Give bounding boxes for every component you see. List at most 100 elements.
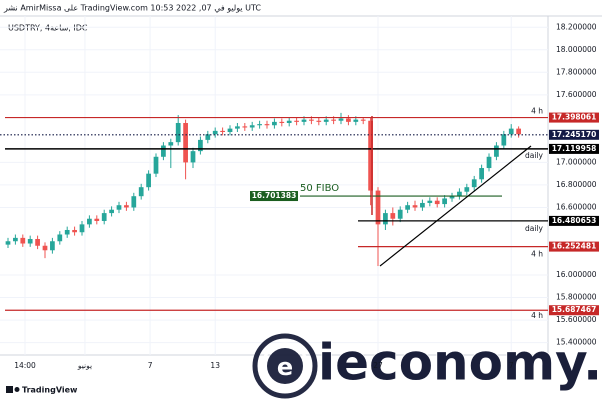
candle-body bbox=[20, 237, 26, 244]
candle-body bbox=[205, 134, 211, 140]
candle-body bbox=[471, 179, 477, 188]
candle-body bbox=[168, 142, 174, 146]
price-label-box bbox=[549, 305, 599, 316]
candle-body bbox=[420, 202, 425, 208]
candle-body bbox=[501, 134, 507, 146]
price-label-box bbox=[549, 241, 599, 252]
candle-body bbox=[390, 213, 396, 219]
watermark-logo: e bbox=[252, 333, 318, 399]
candle-body bbox=[405, 205, 410, 210]
candle-body bbox=[124, 205, 129, 208]
level-note: 50 FIBO bbox=[300, 183, 339, 194]
candle-body bbox=[449, 196, 455, 199]
price-label: 16.252481 bbox=[552, 242, 597, 251]
candle-body bbox=[257, 124, 262, 126]
price-label: 15.687467 bbox=[552, 305, 597, 314]
candle-body bbox=[87, 218, 92, 225]
candle-body bbox=[212, 130, 218, 135]
candle-body bbox=[242, 126, 248, 128]
y-tick-label: 18.200000 bbox=[556, 22, 597, 31]
candle-body bbox=[249, 125, 255, 128]
candle-body bbox=[486, 156, 492, 169]
candle-body bbox=[434, 200, 440, 205]
x-tick-label: 7 bbox=[509, 361, 514, 370]
candle-body bbox=[309, 119, 314, 121]
candle-body bbox=[360, 119, 366, 121]
price-label-box bbox=[549, 129, 599, 140]
x-tick-label: 7 bbox=[148, 361, 153, 370]
trend-line bbox=[379, 145, 532, 267]
header: نشر AmirMissa على TradingView.com 10:53 … bbox=[3, 4, 261, 13]
candle-body bbox=[338, 118, 344, 121]
candle-body bbox=[279, 121, 285, 123]
candle-body bbox=[116, 205, 122, 210]
y-tick-label: 15.400000 bbox=[556, 338, 597, 347]
branding: TradingView bbox=[22, 386, 78, 395]
symbol: USDTRY, ساعة4, IDC bbox=[8, 24, 88, 33]
candle-body bbox=[235, 126, 240, 129]
candle-body bbox=[198, 139, 203, 152]
candle-body bbox=[479, 168, 484, 180]
candle-body bbox=[101, 213, 107, 221]
candle-body bbox=[383, 213, 388, 225]
x-tick-label: يونيو bbox=[77, 361, 92, 370]
candle-body bbox=[57, 234, 63, 242]
candle-body bbox=[5, 241, 11, 245]
candle-body bbox=[35, 238, 40, 246]
candle-body bbox=[175, 122, 181, 143]
candle-body bbox=[13, 237, 18, 242]
candle-body bbox=[153, 156, 159, 174]
candle-body bbox=[508, 128, 514, 135]
price-label: 16.480653 bbox=[552, 216, 597, 225]
candle-body bbox=[397, 209, 403, 219]
candle-body bbox=[190, 151, 196, 163]
candle-body bbox=[138, 187, 144, 197]
candle-body bbox=[323, 119, 329, 122]
candle-body bbox=[264, 124, 270, 126]
candle-body bbox=[464, 187, 470, 192]
candle-body bbox=[42, 245, 48, 251]
candle-body bbox=[412, 205, 418, 208]
candle-body bbox=[427, 200, 433, 203]
candle-body bbox=[64, 229, 70, 235]
level-note: 4 h bbox=[531, 107, 543, 116]
price-label-box bbox=[549, 112, 599, 123]
candle-body bbox=[294, 120, 299, 122]
candle-body bbox=[286, 120, 292, 123]
candle-body bbox=[94, 218, 100, 221]
y-tick-label: 16.000000 bbox=[556, 270, 597, 279]
level-note: 4 h bbox=[531, 250, 543, 259]
candle-body bbox=[161, 145, 166, 157]
branding-logo bbox=[6, 386, 20, 393]
price-label: 17.245170 bbox=[552, 130, 597, 139]
y-tick-label: 15.800000 bbox=[556, 293, 597, 302]
level-note: 4 h bbox=[531, 311, 543, 320]
candle-body bbox=[220, 130, 225, 133]
y-tick-label: 15.600000 bbox=[556, 315, 597, 324]
y-tick-label: 17.000000 bbox=[556, 157, 597, 166]
y-tick-label: 16.800000 bbox=[556, 180, 597, 189]
watermark: ieconomy.io bbox=[318, 334, 602, 392]
candle-body bbox=[27, 238, 33, 244]
candle-body bbox=[50, 241, 55, 251]
candle-body bbox=[457, 191, 462, 197]
price-label: 17.119958 bbox=[552, 144, 597, 153]
price-label: 16.701383 bbox=[252, 191, 297, 200]
price-label-box bbox=[250, 191, 298, 202]
y-tick-label: 18.000000 bbox=[556, 45, 597, 54]
candle-body bbox=[72, 229, 77, 233]
candle-body bbox=[346, 118, 351, 122]
candle-body bbox=[109, 209, 114, 214]
logo-letter: e bbox=[277, 353, 293, 381]
level-note: daily bbox=[525, 224, 544, 233]
y-tick-label: 17.800000 bbox=[556, 67, 597, 76]
x-tick-label: 27 bbox=[373, 361, 383, 370]
candle-body bbox=[368, 120, 373, 191]
candle-body bbox=[131, 196, 137, 208]
candle-body bbox=[353, 119, 359, 122]
price-label-box bbox=[549, 215, 599, 226]
level-note: daily bbox=[525, 151, 544, 160]
x-tick-label: 14:00 bbox=[14, 361, 36, 370]
